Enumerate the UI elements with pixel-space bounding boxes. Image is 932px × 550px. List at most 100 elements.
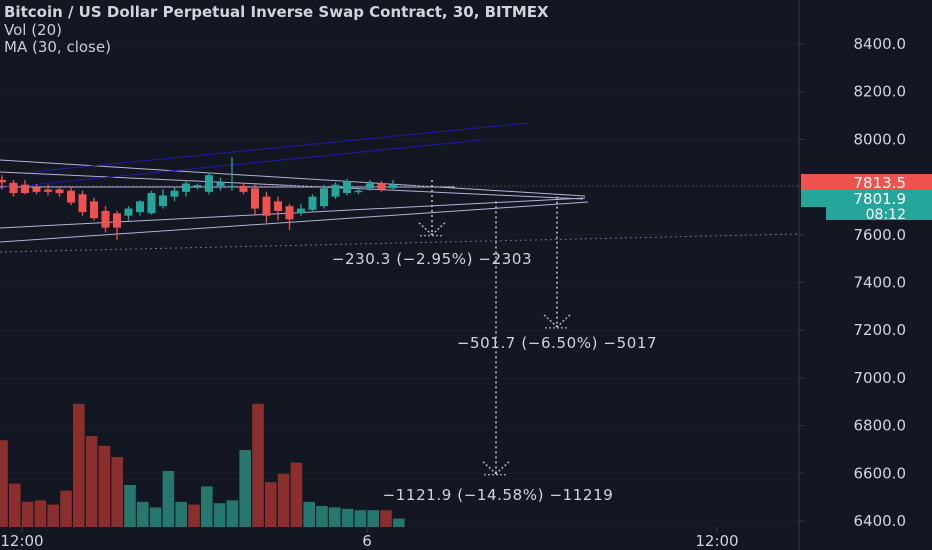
time-axis[interactable]: 12:00 6 12:00 — [0, 527, 739, 550]
candle-body — [44, 189, 52, 192]
candle-body — [251, 188, 259, 209]
chart-legend: Bitcoin / US Dollar Perpetual Inverse Sw… — [4, 4, 549, 57]
volume-bar — [124, 485, 136, 527]
price-axis[interactable]: 8400.08200.08000.07800.07600.07400.07200… — [799, 35, 906, 530]
price-tick-label: 6600.0 — [854, 464, 907, 482]
candle-body — [262, 196, 271, 216]
countdown-badge — [826, 206, 932, 220]
volume-bar — [277, 473, 290, 527]
legend-volume[interactable]: Vol (20) — [4, 20, 63, 39]
candle-body — [354, 190, 363, 193]
volume-bar — [213, 503, 226, 527]
candle-body — [113, 213, 121, 228]
candle-body — [239, 185, 248, 192]
time-tick-label: 12:00 — [695, 532, 738, 550]
volume-bar — [34, 500, 47, 527]
projections[interactable]: −230.3 (−2.95%) −2303 −501.7 (−6.50%) −50… — [332, 179, 657, 504]
volume-bar — [137, 501, 149, 527]
volume-bar — [149, 507, 162, 527]
candle-body — [101, 210, 110, 228]
volume-bar — [188, 504, 200, 527]
candle-body — [331, 184, 340, 197]
volume-bar — [9, 483, 21, 527]
candle-body — [320, 188, 328, 207]
candle-body — [136, 201, 144, 213]
countdown-label: 08:12 — [866, 207, 906, 223]
volume-bar — [393, 518, 405, 527]
candle-body — [274, 201, 282, 211]
projection-arrowhead — [418, 222, 433, 236]
volume-bar — [329, 507, 341, 527]
candle-body — [90, 201, 98, 219]
candle-body — [78, 194, 87, 213]
dashed-level-line[interactable] — [0, 233, 800, 253]
volume-bar — [239, 450, 251, 527]
candle-body — [124, 208, 133, 216]
time-tick-label: 6 — [362, 532, 372, 550]
volume-bars — [0, 403, 405, 527]
volume-bar — [162, 471, 175, 527]
trend-line[interactable] — [29, 122, 529, 173]
candle-body — [21, 184, 29, 194]
trend-line[interactable] — [0, 171, 584, 200]
legend-ma[interactable]: MA (30, close) — [4, 38, 111, 56]
volume-bar — [201, 486, 213, 527]
price-tick-label: 8200.0 — [854, 83, 907, 101]
candle-body — [9, 182, 18, 194]
projection-arrowhead — [431, 222, 446, 236]
candle-body — [216, 182, 225, 186]
candle-body — [67, 190, 75, 203]
volume-bar — [354, 510, 367, 527]
volume-bar — [252, 403, 264, 527]
candle-body — [297, 208, 305, 214]
candle-body — [0, 179, 6, 183]
candle-body — [285, 206, 294, 220]
candle-body — [377, 183, 386, 190]
trend-line[interactable] — [0, 201, 589, 243]
projection-label: −1121.9 (−14.58%) −11219 — [383, 486, 614, 504]
volume-bar — [0, 440, 8, 527]
candle-body — [182, 183, 190, 192]
volume-bar — [290, 462, 303, 527]
candle-body — [170, 190, 179, 197]
volume-bar — [341, 508, 354, 527]
candle-body — [228, 185, 236, 188]
volume-bar — [316, 506, 328, 527]
projection-label: −230.3 (−2.95%) −2303 — [332, 250, 532, 268]
time-tick-label: 12:00 — [0, 532, 43, 550]
price-tick-label: 7200.0 — [854, 321, 907, 339]
projection-arrowhead — [556, 314, 571, 328]
volume-bar — [98, 445, 111, 527]
price-tick-label: 7600.0 — [854, 226, 907, 244]
volume-bar — [85, 436, 98, 527]
candle-body — [55, 189, 64, 194]
candle-body — [343, 181, 351, 194]
projection-arrowhead — [482, 461, 497, 475]
volume-bar — [73, 403, 85, 527]
legend-title[interactable]: Bitcoin / US Dollar Perpetual Inverse Sw… — [4, 4, 549, 21]
volume-bar — [367, 510, 379, 527]
price-tick-label: 6400.0 — [854, 512, 907, 530]
volume-bar — [60, 490, 72, 527]
candle-body — [366, 183, 374, 189]
projection-arrowhead — [543, 314, 558, 328]
trend-line[interactable] — [0, 159, 586, 197]
trend-line[interactable] — [0, 139, 483, 189]
ma-value-badge — [801, 190, 932, 207]
candle-body — [159, 195, 167, 207]
price-tick-label: 7400.0 — [854, 274, 907, 292]
volume-bar — [265, 482, 277, 527]
projection-arrowhead — [495, 461, 510, 475]
candle-body — [308, 196, 317, 210]
candle-body — [389, 184, 397, 189]
price-tick-label: 8400.0 — [854, 35, 907, 53]
projection-label: −501.7 (−6.50%) −5017 — [457, 334, 657, 352]
price-tick-label: 7000.0 — [854, 369, 907, 387]
price-tick-label: 6800.0 — [854, 417, 907, 435]
candle-body — [193, 185, 202, 187]
candles — [0, 157, 397, 240]
volume-bar — [47, 504, 59, 527]
